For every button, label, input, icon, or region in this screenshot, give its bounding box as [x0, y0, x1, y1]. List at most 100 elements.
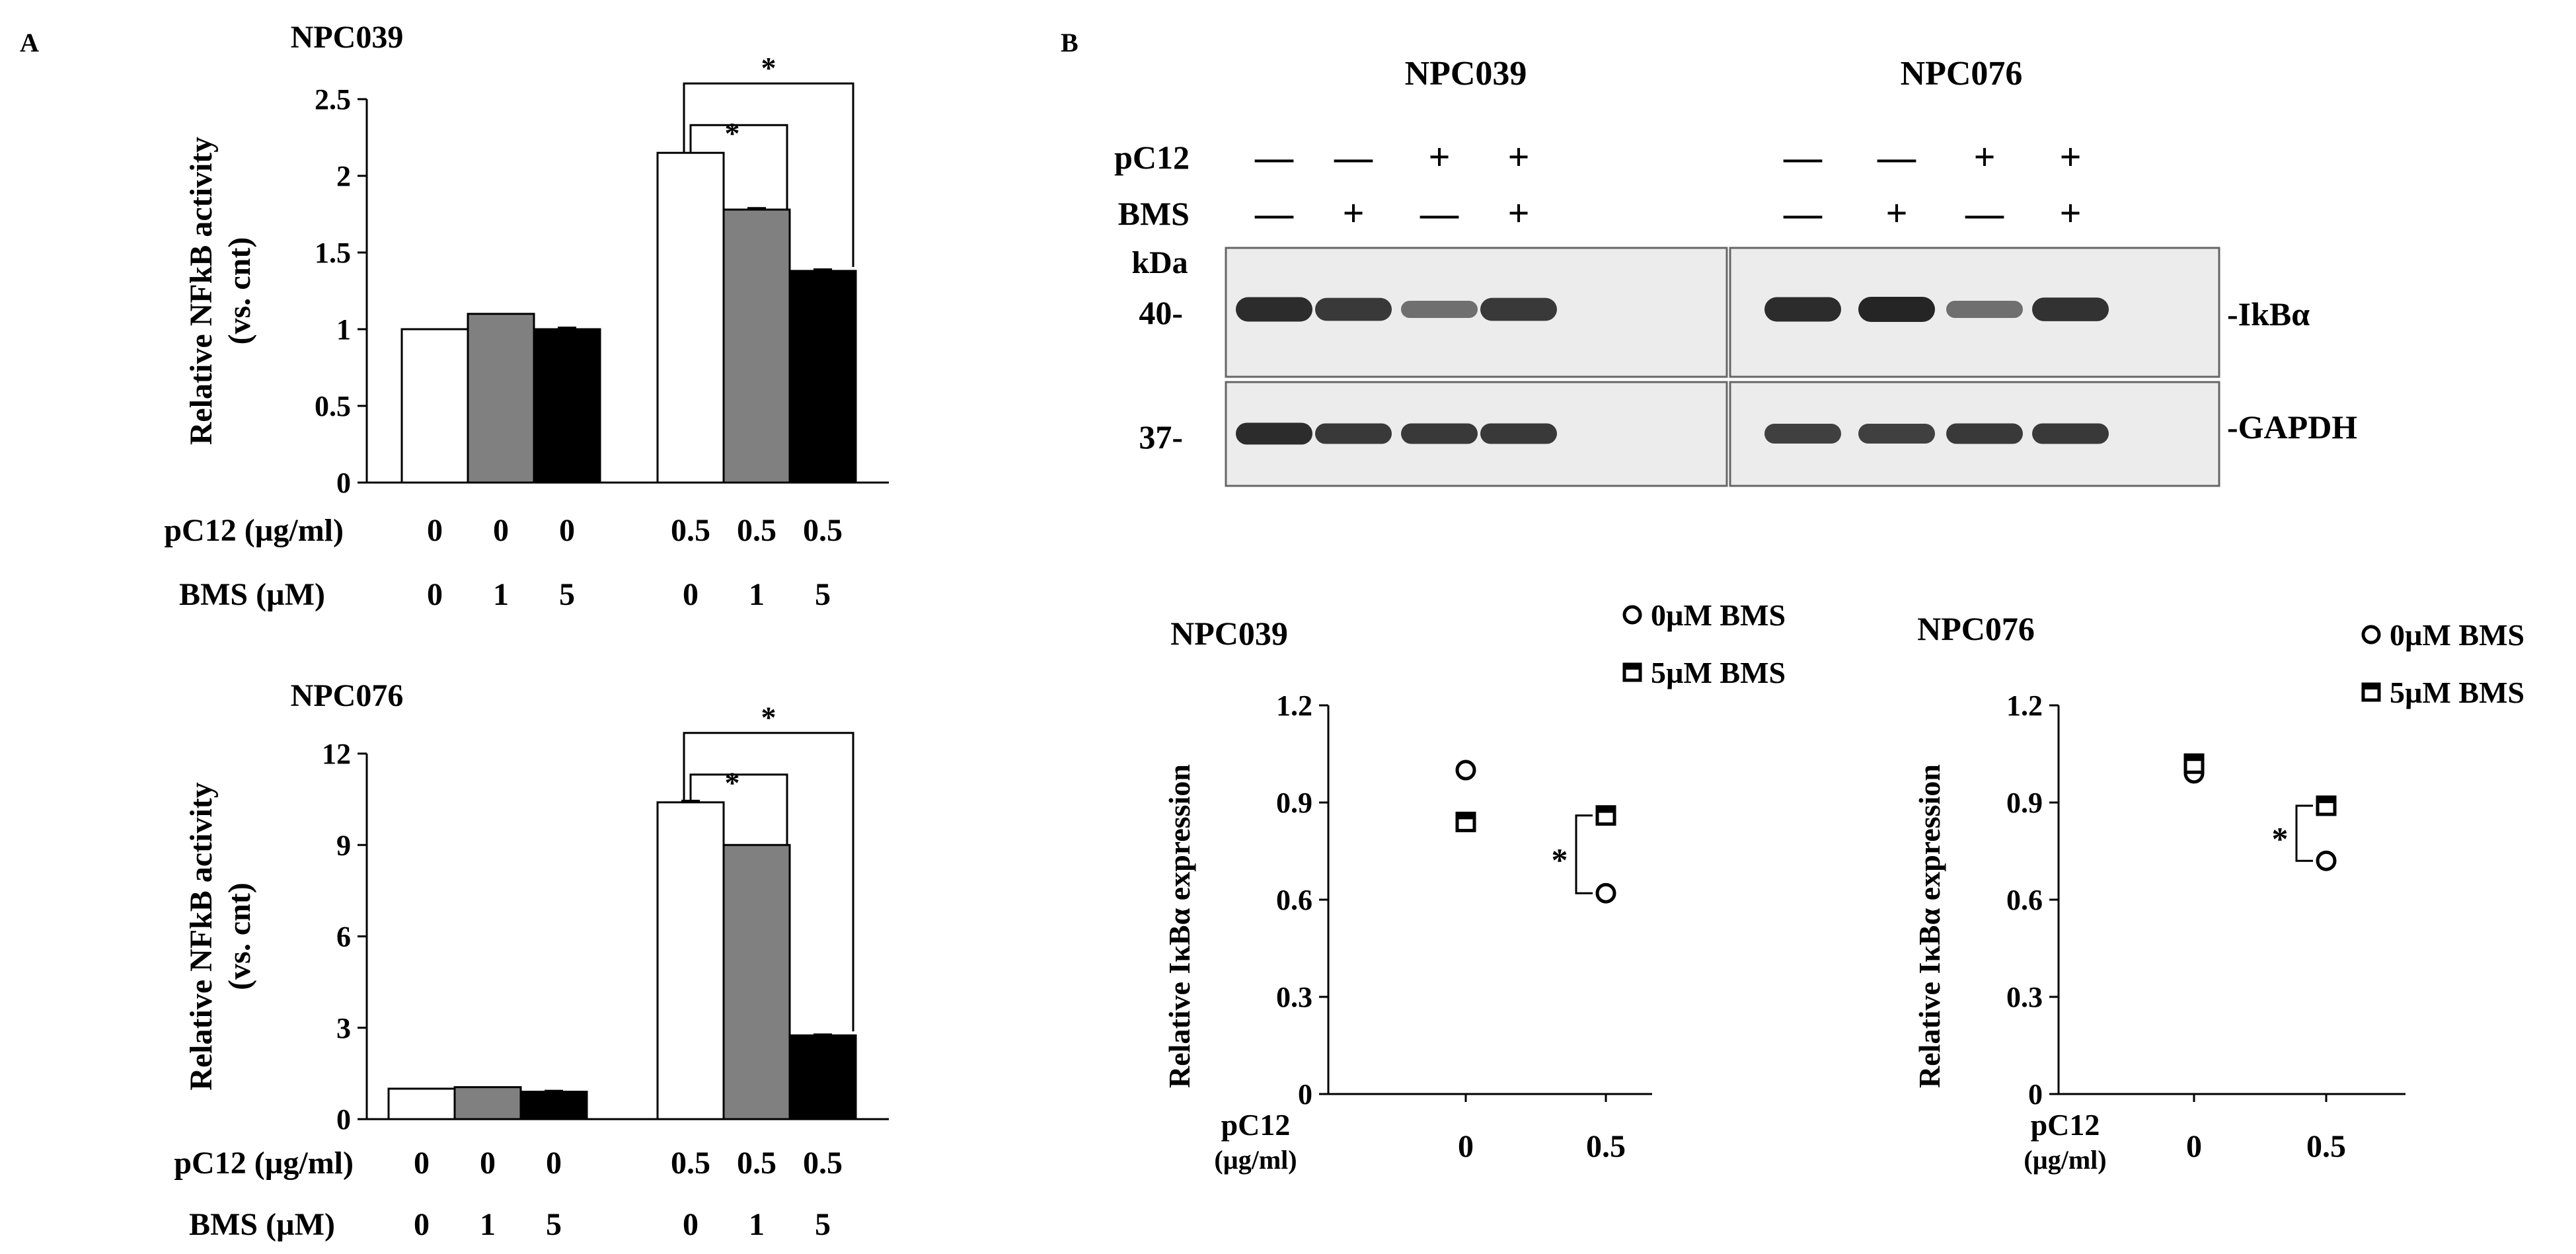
- y-tick-label: 0: [1298, 1078, 1312, 1111]
- gapdh-band: [1315, 423, 1392, 444]
- pc12-value: 0.5: [737, 513, 777, 548]
- pc12-value: 0: [493, 513, 509, 548]
- y-tick-label: 1: [336, 313, 351, 346]
- bms-value: 1: [493, 577, 509, 612]
- blot-bms-sign: —: [1783, 192, 1823, 235]
- ikba-band: [1315, 297, 1392, 321]
- blot-row-label-bms: BMS: [1118, 195, 1190, 232]
- blot-bms-sign: +: [2059, 192, 2081, 235]
- row-label-pc12: pC12 (µg/ml): [164, 513, 344, 548]
- row-label-pc12: pC12 (µg/ml): [174, 1146, 354, 1181]
- pc12-value: 0: [427, 513, 443, 548]
- bms-value: 1: [749, 1207, 765, 1242]
- significance-bracket: [689, 124, 788, 210]
- bms-value: 0: [683, 1207, 699, 1242]
- pc12-value: 0: [559, 513, 575, 548]
- gapdh-band: [1858, 424, 1935, 444]
- y-tick-label: 9: [336, 829, 351, 861]
- bar: [467, 313, 535, 484]
- legend-marker-circle: [1622, 605, 1642, 625]
- y-axis-label: Relative NFkB activity: [184, 782, 219, 1091]
- legend-label: 5µM BMS: [2390, 676, 2524, 709]
- y-tick-label: 1.2: [2006, 689, 2043, 722]
- y-tick-label: 0.3: [2006, 981, 2043, 1013]
- bms-value: 5: [546, 1207, 562, 1242]
- gapdh-band: [1764, 424, 1841, 444]
- significance-star: *: [1552, 841, 1568, 878]
- y-tick-label: 0.6: [1276, 884, 1312, 916]
- y-tick-label: 0.6: [2006, 884, 2043, 916]
- blot-bms-sign: +: [1507, 192, 1529, 235]
- significance-bracket: [683, 732, 854, 1032]
- x-axis-label: pC12: [2031, 1108, 2100, 1142]
- x-tick-label: 0: [1458, 1129, 1474, 1164]
- scatter-chart-npc039: NPC039 0 0.3 0.6 0.9 1.2 Relative IκBα express…: [1162, 598, 1786, 1175]
- point-5um-bms-fill: [2318, 797, 2335, 803]
- legend-label: 0µM BMS: [1651, 598, 1786, 632]
- legend-marker-square-fill: [2363, 684, 2379, 689]
- blot-marker-40: 40-: [1139, 294, 1183, 331]
- y-tick-label: 0.3: [1276, 981, 1312, 1013]
- y-tick-label: 2: [336, 160, 351, 192]
- pc12-value: 0: [546, 1146, 562, 1181]
- y-tick-label: 1.2: [1276, 689, 1312, 722]
- ikba-band: [1764, 297, 1841, 322]
- point-0um-bms: [1455, 760, 1476, 781]
- y-tick-label: 0.9: [1276, 787, 1312, 819]
- blot-pc12-sign: +: [1428, 136, 1450, 178]
- blot-pc12-sign: —: [1254, 136, 1294, 178]
- pc12-value: 0: [414, 1146, 430, 1181]
- row-label-bms: BMS (µM): [179, 577, 325, 612]
- chart-title: NPC039: [1170, 615, 1288, 652]
- y-tick-label: 0: [2028, 1078, 2043, 1111]
- legend-marker-square-fill: [1624, 664, 1640, 670]
- point-5um-bms-fill: [2185, 755, 2203, 762]
- pc12-value: 0.5: [803, 513, 843, 548]
- gapdh-band: [1401, 423, 1478, 444]
- ikba-band: [1236, 297, 1312, 322]
- bms-value: 1: [749, 577, 765, 612]
- y-axis-label: Relative IκBα expression: [1913, 764, 1946, 1088]
- y-tick-label: 3: [336, 1012, 351, 1044]
- y-tick-label: 2.5: [315, 83, 351, 116]
- y-tick-label: 0.9: [2006, 787, 2043, 819]
- bms-value: 0: [427, 577, 443, 612]
- bar-chart-npc039: NPC039 0 0.5 1 1.5 2 2.5 Relative NFkB activity…: [164, 20, 889, 612]
- point-0um-bms: [1595, 882, 1616, 904]
- bar: [533, 328, 601, 484]
- significance-star: *: [761, 51, 777, 85]
- ikba-band: [2032, 297, 2109, 321]
- western-blot: NPC039 NPC076 pC12 BMS — — + + — — + + — + — + — + — + kDa 40…: [1114, 55, 2357, 487]
- significance-star: *: [2272, 820, 2289, 857]
- bar-chart-npc076: NPC076 0 3 6 9 12 Relative NFkB activity (vs. c…: [174, 678, 889, 1242]
- panel-b-letter: B: [1061, 28, 1079, 58]
- bms-value: 5: [815, 577, 831, 612]
- blot-line-label: NPC076: [1901, 55, 2023, 93]
- bar: [722, 208, 791, 484]
- x-tick-label: 0.5: [1586, 1129, 1626, 1164]
- bar: [722, 843, 791, 1120]
- blot-bms-sign: —: [1420, 192, 1459, 235]
- y-axis-label-2: (vs. cnt): [222, 882, 257, 990]
- bar: [519, 1091, 588, 1120]
- gapdh-band: [2032, 423, 2109, 444]
- y-axis-label: Relative NFkB activity: [184, 137, 219, 446]
- bar: [788, 1034, 857, 1120]
- blot-pc12-sign: —: [1877, 136, 1916, 178]
- blot-protein-ikba: -IkBα: [2227, 295, 2310, 333]
- blot-bms-sign: —: [1965, 192, 2004, 235]
- y-tick-label: 1.5: [315, 237, 351, 269]
- pc12-value: 0.5: [737, 1146, 777, 1181]
- chart-title: NPC076: [1917, 610, 2035, 647]
- point-0um-bms: [2316, 850, 2337, 871]
- chart-title: NPC039: [291, 20, 404, 55]
- blot-pc12-sign: +: [2059, 136, 2081, 178]
- significance-bracket: [689, 773, 788, 845]
- bms-value: 5: [559, 577, 575, 612]
- gapdh-band: [1236, 422, 1312, 445]
- x-tick-label: 0: [2186, 1129, 2202, 1164]
- y-tick-label: 0.5: [315, 390, 351, 422]
- blot-bms-sign: +: [1885, 192, 1907, 235]
- bar: [656, 151, 725, 484]
